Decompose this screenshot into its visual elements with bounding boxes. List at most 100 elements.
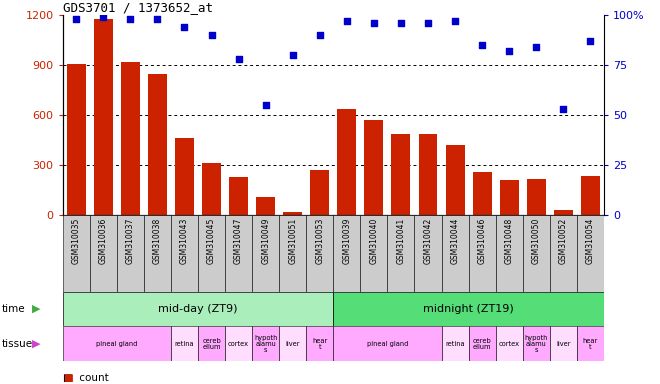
Text: cortex: cortex (228, 341, 249, 347)
Point (152, 16, 162, 22)
Bar (577, 326, 604, 361)
Point (368, 20, 379, 26)
Bar (418, 134, 438, 215)
Bar (550, 215, 577, 292)
Text: GSM310035: GSM310035 (72, 217, 81, 264)
Text: GSM310048: GSM310048 (505, 217, 513, 263)
Bar (279, 215, 306, 292)
Bar (229, 177, 248, 215)
Point (287, 52, 298, 58)
Text: GSM310044: GSM310044 (451, 217, 459, 264)
Bar (171, 215, 198, 292)
Bar (577, 215, 604, 292)
Bar (198, 215, 225, 292)
Bar (360, 215, 387, 292)
Point (314, 32, 325, 38)
Text: hypoth
alamu
s: hypoth alamu s (525, 335, 548, 353)
Bar (473, 172, 492, 215)
Bar (391, 134, 411, 215)
Text: ▶: ▶ (32, 339, 40, 349)
Bar (496, 326, 523, 361)
Text: GSM310040: GSM310040 (370, 217, 378, 264)
Text: GDS3701 / 1373652_at: GDS3701 / 1373652_at (63, 1, 213, 14)
Point (531, 44, 541, 50)
Bar (279, 326, 306, 361)
Bar (63, 215, 90, 292)
Point (234, 56, 244, 62)
Text: GSM310052: GSM310052 (559, 217, 568, 263)
Bar (500, 180, 519, 215)
Bar (442, 326, 469, 361)
Point (504, 48, 515, 55)
Bar (67, 64, 86, 215)
Bar (117, 215, 144, 292)
Text: retina: retina (446, 341, 465, 347)
Text: retina: retina (175, 341, 194, 347)
Bar (496, 215, 523, 292)
Text: liver: liver (556, 341, 570, 347)
Bar (283, 212, 302, 215)
Bar (527, 179, 546, 215)
Text: GSM310050: GSM310050 (532, 217, 541, 264)
Bar (306, 326, 333, 361)
Text: GSM310039: GSM310039 (343, 217, 351, 264)
Point (342, 18, 352, 25)
Point (98, 14, 108, 20)
Bar (121, 62, 140, 215)
Bar (333, 292, 604, 326)
Bar (550, 326, 577, 361)
Point (71, 16, 82, 22)
Text: cortex: cortex (499, 341, 519, 347)
Bar (364, 120, 383, 215)
Bar (94, 19, 113, 215)
Bar (63, 292, 333, 326)
Point (206, 32, 216, 38)
Bar (337, 109, 356, 215)
Bar (387, 215, 414, 292)
Text: pineal gland: pineal gland (367, 341, 408, 347)
Text: cereb
ellum: cereb ellum (202, 338, 221, 350)
Bar (256, 197, 275, 215)
Text: GSM310042: GSM310042 (424, 217, 432, 263)
Bar (225, 326, 252, 361)
Bar (175, 139, 194, 215)
Bar (144, 215, 171, 292)
Text: GSM310051: GSM310051 (288, 217, 297, 263)
Text: GSM310037: GSM310037 (126, 217, 135, 264)
Text: cereb
ellum: cereb ellum (473, 338, 492, 350)
Point (260, 102, 271, 108)
Bar (523, 215, 550, 292)
Bar (63, 326, 171, 361)
Bar (225, 215, 252, 292)
Point (450, 18, 461, 25)
Text: hypoth
alamu
s: hypoth alamu s (254, 335, 277, 353)
Point (125, 16, 136, 22)
Point (558, 106, 568, 112)
Text: tissue: tissue (1, 339, 32, 349)
Text: GSM310053: GSM310053 (315, 217, 324, 264)
Text: GSM310041: GSM310041 (397, 217, 405, 263)
Text: ■  count: ■ count (63, 373, 108, 383)
Bar (446, 145, 465, 215)
Point (395, 20, 406, 26)
Text: GSM310045: GSM310045 (207, 217, 216, 264)
Bar (148, 74, 167, 215)
Text: liver: liver (286, 341, 300, 347)
Point (585, 38, 595, 45)
Text: pineal gland: pineal gland (96, 341, 137, 347)
Bar (581, 176, 600, 215)
Bar (171, 326, 198, 361)
Bar (252, 326, 279, 361)
Text: GSM310054: GSM310054 (586, 217, 595, 264)
Text: GSM310046: GSM310046 (478, 217, 486, 264)
Bar (469, 326, 496, 361)
Point (179, 24, 190, 30)
Text: ▶: ▶ (32, 304, 40, 314)
Bar (333, 326, 442, 361)
Bar (523, 326, 550, 361)
Bar (469, 215, 496, 292)
Text: midnight (ZT19): midnight (ZT19) (423, 304, 514, 314)
Text: hear
t: hear t (583, 338, 598, 350)
Bar (198, 326, 225, 361)
Bar (90, 215, 117, 292)
